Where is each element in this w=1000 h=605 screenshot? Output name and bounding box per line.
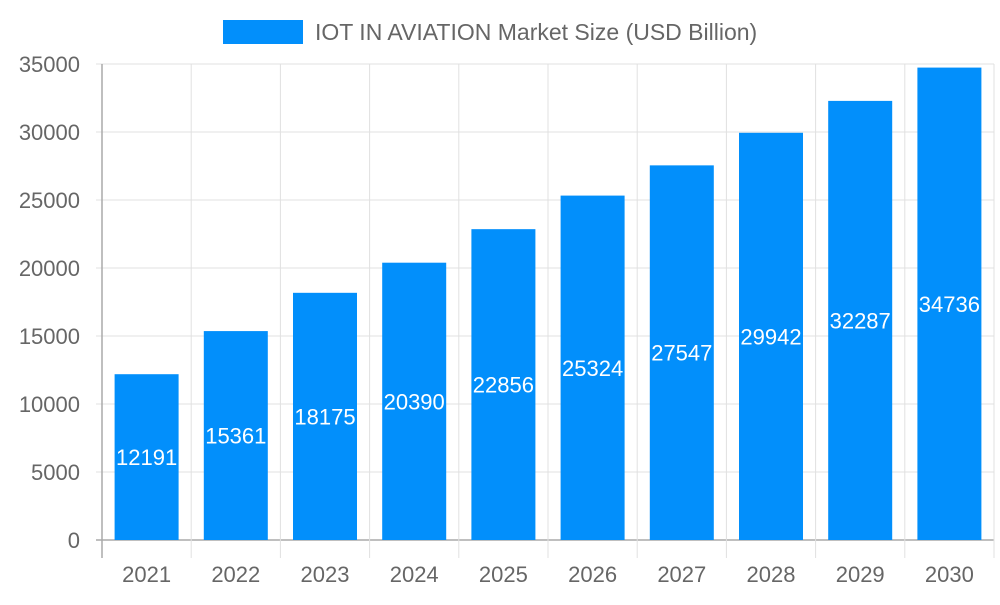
bar-2025 [471, 229, 536, 541]
bar-2026 [560, 195, 625, 540]
y-tick-label: 10000 [19, 392, 80, 417]
y-tick-label: 30000 [19, 120, 80, 145]
x-tick-label: 2025 [479, 562, 528, 587]
x-axis: 2021 2022 2023 2024 2025 2026 2027 2028 2029 2030 [122, 562, 974, 587]
x-tick-label: 2027 [657, 562, 706, 587]
bar-2023 [293, 292, 357, 540]
bar-2029 [828, 100, 893, 541]
y-tick-label: 0 [68, 528, 80, 553]
y-tick-label: 20000 [19, 256, 80, 281]
x-tick-label: 2024 [390, 562, 439, 587]
bar-2027 [649, 165, 714, 541]
data-label: 32287 [830, 308, 891, 333]
bar-2028 [739, 132, 803, 540]
y-tick-label: 5000 [31, 460, 80, 485]
legend-swatch [223, 20, 303, 44]
bar-2022 [203, 331, 268, 540]
grid [96, 63, 995, 558]
x-tick-label: 2028 [747, 562, 796, 587]
data-label: 18175 [294, 404, 355, 429]
legend[interactable]: IOT IN AVIATION Market Size (USD Billion… [223, 19, 757, 45]
data-label: 12191 [116, 445, 177, 470]
x-tick-label: 2029 [836, 562, 885, 587]
data-label: 27547 [651, 341, 712, 366]
x-tick-label: 2030 [925, 562, 974, 587]
x-tick-label: 2026 [568, 562, 617, 587]
y-tick-label: 35000 [19, 52, 80, 77]
bar-2021 [114, 374, 179, 540]
data-label: 25324 [562, 356, 623, 381]
data-labels: 12191 15361 18175 20390 22856 25324 27547 29942… [116, 292, 980, 470]
y-tick-label: 25000 [19, 188, 80, 213]
data-label: 15361 [205, 424, 266, 449]
x-tick-label: 2022 [211, 562, 260, 587]
y-tick-label: 15000 [19, 324, 80, 349]
data-label: 22856 [473, 373, 534, 398]
data-label: 20390 [384, 389, 445, 414]
data-label: 34736 [919, 292, 980, 317]
data-label: 29942 [740, 324, 801, 349]
x-tick-label: 2021 [122, 562, 171, 587]
legend-label: IOT IN AVIATION Market Size (USD Billion… [315, 19, 757, 45]
y-axis: 0 5000 10000 15000 20000 25000 30000 35000 [19, 52, 80, 553]
bars [114, 67, 982, 541]
x-tick-label: 2023 [301, 562, 350, 587]
bar-2024 [382, 262, 447, 540]
bar-2030 [917, 67, 982, 541]
